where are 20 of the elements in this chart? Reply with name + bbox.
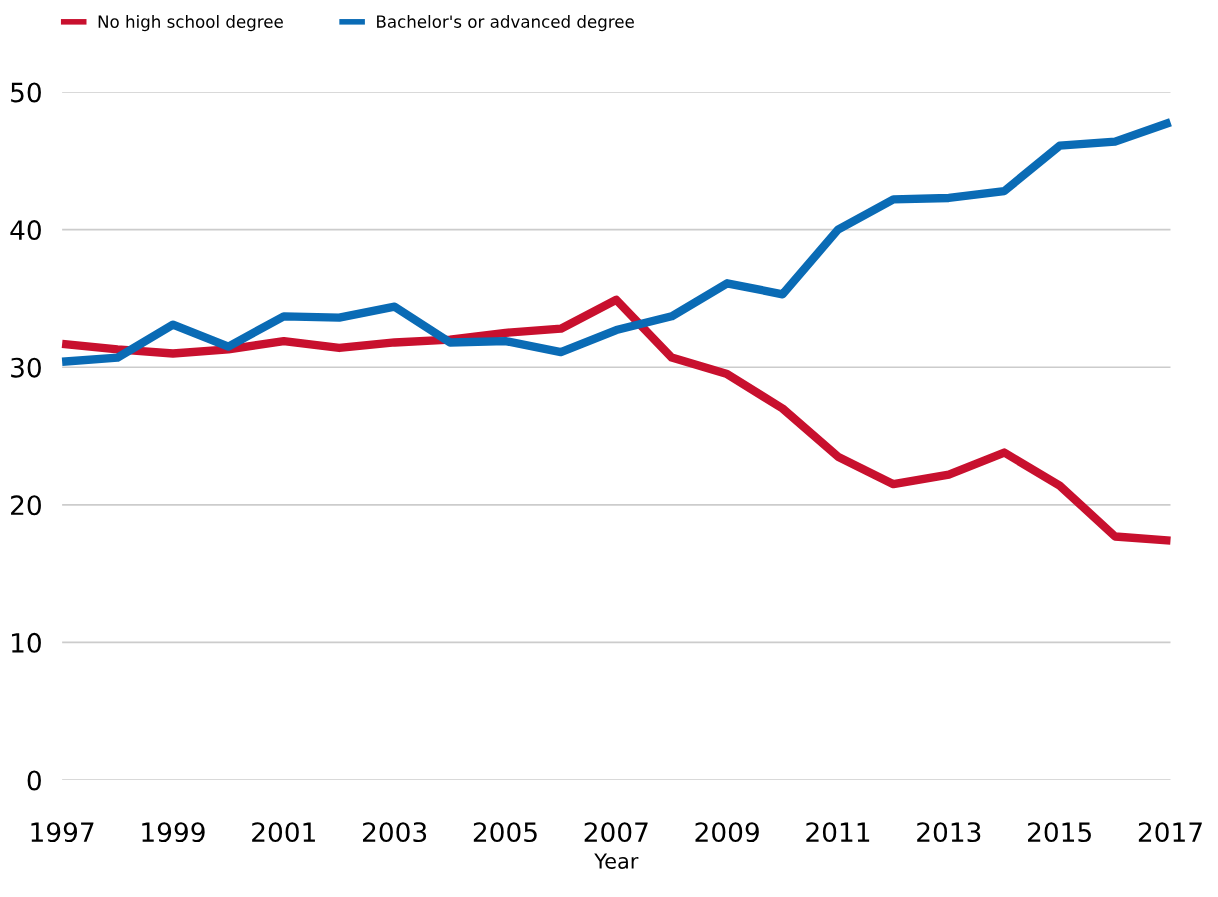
- legend-label: Bachelor's or advanced degree: [377, 15, 634, 32]
- x-tick-label: 2005: [473, 822, 537, 843]
- x-axis-title: Year: [594, 853, 639, 869]
- y-tick-label: 30: [11, 357, 41, 378]
- x-tick-label: 2011: [806, 822, 870, 843]
- y-tick-label: 40: [10, 220, 41, 241]
- x-tick-label: 2013: [917, 822, 981, 843]
- y-tick-label: 0: [27, 770, 41, 791]
- x-tick-label: 2015: [1028, 822, 1091, 843]
- x-tick-label: 2001: [252, 822, 315, 843]
- x-tick-label: 1999: [142, 822, 205, 843]
- y-tick-label: 10: [11, 632, 41, 653]
- x-tick-label: 2017: [1138, 822, 1202, 843]
- y-tick-label: 20: [11, 495, 41, 516]
- legend-label: No high school degree: [98, 15, 283, 32]
- x-tick-label: 1997: [31, 822, 94, 843]
- x-tick-label: 2009: [695, 822, 759, 843]
- y-tick-label: 50: [11, 82, 41, 103]
- x-tick-label: 2003: [362, 822, 427, 843]
- x-tick-label: 2007: [584, 822, 648, 843]
